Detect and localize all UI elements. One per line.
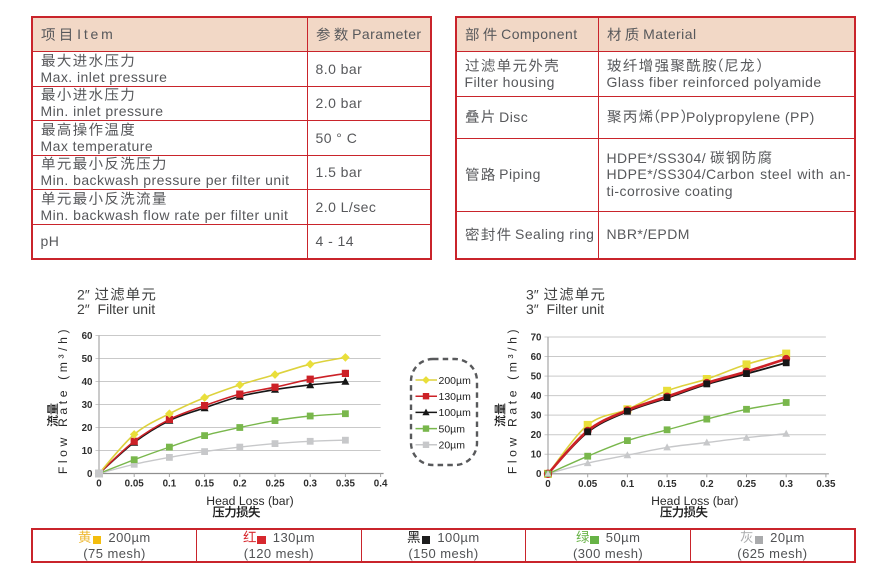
svg-text:0.35: 0.35 [336,479,356,490]
svg-text:0.15: 0.15 [195,479,215,490]
svg-text:0.2: 0.2 [233,479,247,490]
svg-text:0: 0 [87,469,93,480]
svg-text:60: 60 [531,352,542,363]
svg-text:Flow Rate (m³/h): Flow Rate (m³/h) [56,326,70,474]
svg-text:0.3: 0.3 [303,479,317,490]
svg-text:Head Loss (bar): Head Loss (bar) [651,494,738,508]
svg-text:Flow Rate (m³/h): Flow Rate (m³/h) [505,326,519,474]
svg-text:50: 50 [82,354,93,365]
svg-text:30: 30 [82,400,93,411]
svg-text:0.25: 0.25 [737,479,757,490]
svg-text:0.25: 0.25 [265,479,285,490]
svg-text:0: 0 [545,479,551,490]
svg-text:0.4: 0.4 [374,479,388,490]
svg-text:10: 10 [531,450,542,461]
svg-text:0.05: 0.05 [125,479,145,490]
svg-text:0: 0 [96,479,102,490]
svg-text:0.05: 0.05 [578,479,598,490]
svg-text:30: 30 [531,411,542,422]
svg-text:2″: 2″ [77,287,90,303]
svg-text:0.2: 0.2 [700,479,714,490]
svg-text:3″: 3″ [526,287,539,303]
svg-text:Head Loss (bar): Head Loss (bar) [206,494,293,508]
svg-text:60: 60 [82,331,93,342]
svg-text:20: 20 [531,430,542,441]
svg-text:130µm: 130µm [439,391,472,403]
svg-text:40: 40 [82,377,93,388]
svg-text:10: 10 [82,446,93,457]
svg-text:0.1: 0.1 [163,479,177,490]
svg-text:20µm: 20µm [439,440,466,452]
svg-text:0.15: 0.15 [658,479,678,490]
svg-text:3″ Filter unit: 3″ Filter unit [526,301,604,317]
svg-text:0.1: 0.1 [621,479,635,490]
svg-text:2″ Filter unit: 2″ Filter unit [77,301,155,317]
svg-text:20: 20 [82,423,93,434]
svg-text:50µm: 50µm [439,423,466,435]
svg-text:100µm: 100µm [439,407,472,419]
svg-text:0: 0 [536,469,542,480]
svg-text:0.35: 0.35 [816,479,836,490]
svg-text:0.3: 0.3 [779,479,793,490]
svg-text:70: 70 [531,332,542,343]
svg-text:200µm: 200µm [439,375,472,387]
svg-text:40: 40 [531,391,542,402]
svg-text:50: 50 [531,372,542,383]
